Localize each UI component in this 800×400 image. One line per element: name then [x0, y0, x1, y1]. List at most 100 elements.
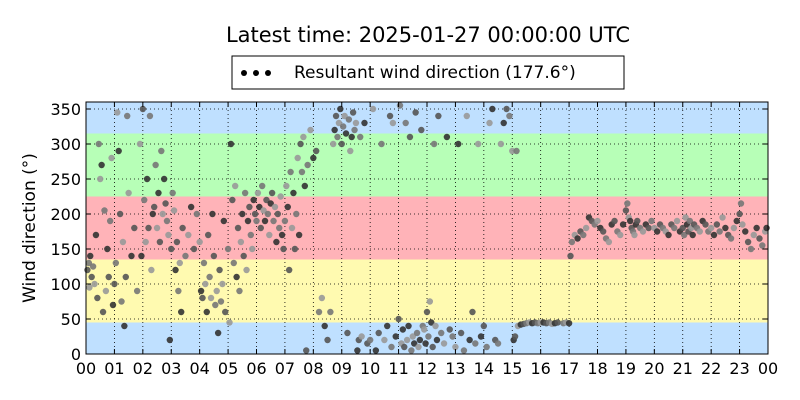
data-point [386, 112, 394, 120]
data-point [415, 343, 422, 351]
data-point [203, 308, 210, 316]
y-tick-label: 200 [50, 205, 81, 224]
data-point [747, 245, 755, 253]
data-point [361, 119, 368, 127]
data-point [582, 224, 590, 232]
x-tick-label: 13 [445, 359, 465, 378]
data-point [283, 182, 290, 190]
data-point [124, 112, 131, 120]
data-point [268, 189, 276, 197]
data-point [260, 207, 267, 214]
data-point [327, 308, 334, 316]
data-point [413, 329, 421, 337]
data-point [388, 343, 395, 351]
data-point [224, 245, 232, 253]
data-point [94, 294, 101, 302]
data-point [240, 252, 247, 260]
data-point [420, 326, 428, 333]
y-tick-label: 300 [50, 135, 81, 154]
data-point [384, 322, 391, 330]
x-tick-label: 08 [303, 359, 323, 378]
data-point [156, 238, 164, 246]
data-point [477, 333, 485, 340]
data-point [87, 252, 94, 260]
data-point [207, 294, 215, 302]
data-point [599, 228, 607, 235]
data-point [220, 217, 228, 225]
x-tick-label: 10 [360, 359, 380, 378]
data-point [281, 217, 289, 225]
data-point [438, 329, 445, 337]
data-point [217, 298, 225, 305]
data-point [622, 207, 630, 214]
data-point [416, 336, 424, 344]
data-point [146, 112, 154, 120]
data-point [617, 231, 624, 239]
data-point [401, 343, 408, 351]
data-point [347, 147, 354, 155]
data-point [294, 154, 301, 162]
data-point [497, 140, 505, 148]
data-point [671, 224, 678, 232]
data-point [428, 319, 435, 326]
x-tick-label: 20 [644, 359, 664, 378]
data-point [190, 245, 198, 253]
data-point [418, 126, 425, 134]
data-point [277, 193, 284, 200]
data-point [204, 231, 212, 239]
data-point [304, 161, 311, 169]
data-point [611, 217, 618, 225]
data-point [503, 105, 510, 113]
data-point [506, 112, 513, 120]
data-point [136, 140, 144, 148]
data-point [330, 140, 337, 148]
data-point [213, 287, 220, 295]
data-point [138, 252, 145, 260]
data-point [432, 322, 439, 330]
data-point [425, 333, 432, 340]
data-point [321, 322, 328, 330]
data-point [392, 333, 399, 340]
x-tick-label: 01 [104, 359, 124, 378]
data-point [145, 224, 152, 232]
data-point [480, 322, 488, 330]
data-point [466, 336, 473, 344]
data-point [153, 224, 161, 232]
data-point [166, 336, 174, 344]
data-point [284, 203, 291, 211]
data-point [357, 133, 364, 141]
data-point [214, 329, 222, 337]
data-point [143, 175, 151, 183]
data-point [736, 210, 743, 218]
data-point [163, 217, 171, 225]
data-point [109, 301, 117, 309]
data-point [209, 210, 216, 218]
data-point [472, 340, 479, 347]
data-point [568, 238, 576, 246]
data-point [102, 287, 110, 295]
data-point [139, 105, 147, 113]
data-point [315, 308, 323, 316]
data-point [358, 333, 365, 340]
data-point [489, 105, 496, 113]
data-point [199, 294, 206, 302]
x-tick-label: 00 [758, 359, 778, 378]
data-point [469, 308, 476, 316]
data-point [679, 224, 686, 232]
data-point [86, 284, 93, 291]
data-point [605, 238, 613, 246]
data-point [422, 340, 429, 347]
data-point [411, 340, 418, 347]
data-point [486, 119, 493, 127]
data-point [430, 140, 438, 148]
data-point [513, 147, 520, 155]
data-point [271, 203, 279, 211]
data-point [222, 308, 229, 316]
data-point [429, 343, 436, 351]
data-point [399, 326, 407, 333]
y-tick-label: 350 [50, 100, 81, 119]
data-point [337, 105, 344, 113]
data-point [378, 140, 385, 148]
data-point [375, 329, 382, 337]
